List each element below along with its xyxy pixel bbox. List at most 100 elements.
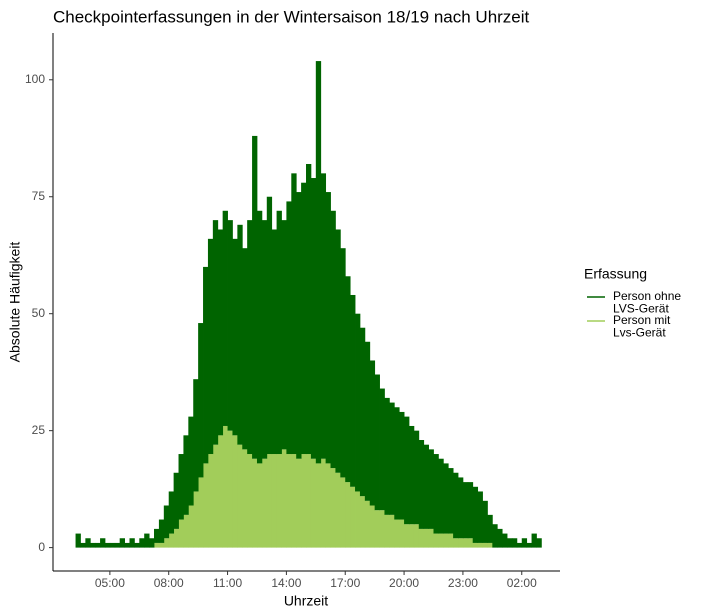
bar [256,463,263,548]
bar [384,514,390,548]
bar [183,514,189,548]
bar [399,411,405,520]
bar [350,294,356,487]
x-tick-label: 08:00 [154,576,184,590]
bar [458,477,464,539]
bar [247,454,253,548]
bar [359,496,366,548]
bar [237,444,243,548]
bar [335,472,341,548]
y-tick-label: 50 [32,306,46,320]
bar [168,533,175,548]
bar [413,430,420,525]
bar [359,327,366,497]
bar [369,360,376,506]
bar [408,425,415,525]
y-tick-label: 75 [32,189,46,203]
bar [418,528,425,548]
bar [203,266,209,464]
bar [502,533,508,548]
bar [75,533,81,548]
bar [198,323,204,478]
y-tick-label: 0 [38,540,45,554]
bar [379,510,385,548]
bar [296,192,302,459]
bar [227,430,233,548]
bar [247,220,253,455]
bar [462,482,469,539]
bar [144,533,150,548]
legend-title: Erfassung [584,266,647,282]
bar [472,542,479,548]
bar [266,454,273,548]
y-axis-label: Absolute Häufigkeit [7,242,23,363]
bar [100,538,106,548]
bar [369,505,376,548]
bar [217,435,224,548]
bar [301,182,307,455]
bar [330,468,336,548]
chart-title: Checkpointerfassungen in der Wintersaiso… [53,7,530,26]
y-tick-label: 25 [32,423,46,437]
x-tick-label: 14:00 [271,576,301,590]
bar [291,454,297,548]
bar [433,533,439,548]
bar [472,486,479,543]
bar [428,449,434,529]
bar [477,491,483,543]
bar [453,538,459,548]
bar [374,510,380,548]
bar [394,519,400,548]
legend-label: Person mit Lvs-Gerät [613,313,671,340]
legend-label: Person ohne LVS-Gerät [613,289,681,316]
bar [154,542,160,548]
bar [443,463,449,534]
bar [286,201,292,455]
bar [384,397,390,515]
bar [85,538,91,548]
bar [139,538,145,548]
bar [183,435,189,515]
bar [203,463,209,548]
bar [335,229,341,473]
bar [163,538,170,548]
bar [212,444,219,548]
bar [458,538,464,548]
bar [163,505,170,539]
bar [154,528,160,543]
bar [482,500,488,543]
bar [404,524,410,548]
bar [389,402,395,515]
bar [276,210,282,455]
bar [114,542,121,548]
bar [467,538,474,548]
bar [325,463,331,548]
bar [188,505,194,548]
x-tick-label: 17:00 [330,576,360,590]
bar [467,482,474,539]
bar [119,538,125,548]
x-axis-label: Uhrzeit [284,593,328,609]
bar [340,248,346,478]
bar [232,238,238,436]
bar [423,528,429,548]
bar [345,482,351,548]
bar [271,454,277,548]
bar [168,491,175,534]
bar [453,472,459,539]
bar [261,220,268,459]
bar [340,477,346,548]
bar [271,229,277,455]
x-tick-label: 20:00 [389,576,419,590]
bar [266,196,273,455]
bar [516,542,523,548]
bar [389,514,395,548]
bar [355,313,361,492]
x-tick-label: 05:00 [95,576,125,590]
bar [90,542,96,548]
bar [237,224,243,445]
bar [207,238,214,455]
bar [242,449,248,548]
bar [198,477,204,548]
